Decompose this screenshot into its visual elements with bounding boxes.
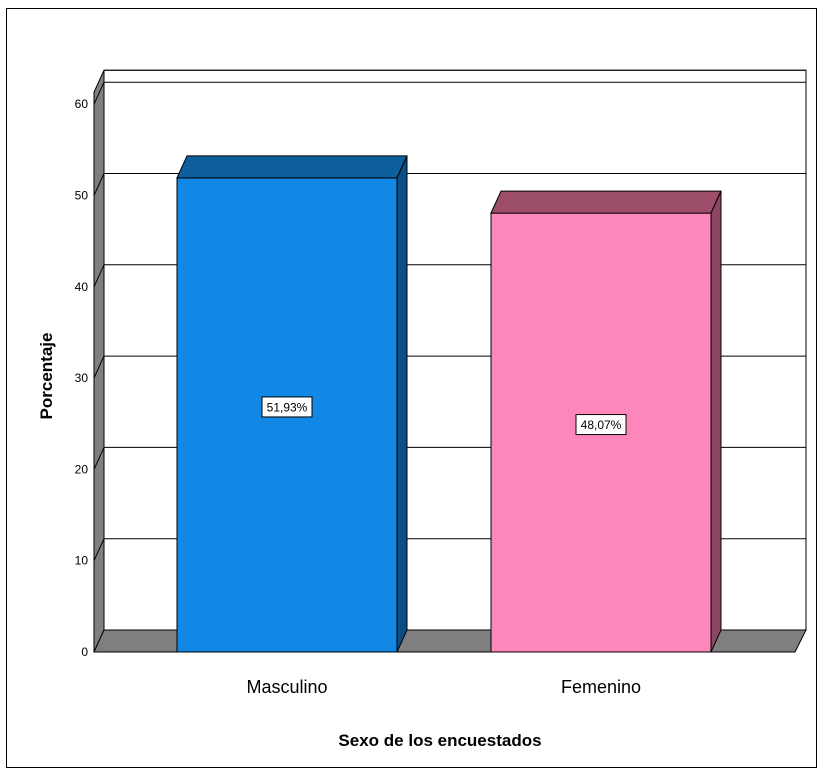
- data-label: 51,93%: [267, 400, 308, 414]
- y-tick-label: 40: [75, 280, 89, 294]
- bar-side: [396, 155, 408, 653]
- bar-top: [176, 155, 408, 179]
- y-tick-label: 50: [75, 189, 89, 203]
- y-tick-label: 30: [75, 371, 89, 385]
- x-category-label: Femenino: [561, 677, 641, 697]
- y-tick-label: 10: [75, 554, 89, 568]
- gridline-side: [93, 173, 105, 196]
- x-category-label: Masculino: [246, 677, 327, 697]
- data-labels: 51,93% 48,07%: [261, 396, 627, 436]
- gridline-side: [93, 264, 105, 288]
- gridline-side: [93, 81, 105, 105]
- gridline-side: [93, 447, 105, 470]
- data-label-box: [575, 414, 627, 436]
- data-label-box: [261, 396, 313, 418]
- gridline-side: [93, 538, 105, 561]
- y-tick-label: 20: [75, 462, 89, 476]
- x-axis-categories: Masculino Femenino: [246, 677, 641, 697]
- y-axis-title: Porcentaje: [37, 333, 56, 420]
- bar-side: [710, 190, 722, 653]
- data-label: 48,07%: [581, 418, 622, 432]
- x-axis-title: Sexo de los encuestados: [338, 731, 541, 750]
- side-wall: [93, 69, 105, 653]
- y-tick-label: 60: [75, 97, 89, 111]
- bar-top: [490, 190, 722, 214]
- gridline-side: [93, 355, 105, 379]
- y-axis-ticks: 0 10 20 30 40 50 60: [75, 97, 89, 659]
- y-tick-label: 0: [81, 645, 88, 659]
